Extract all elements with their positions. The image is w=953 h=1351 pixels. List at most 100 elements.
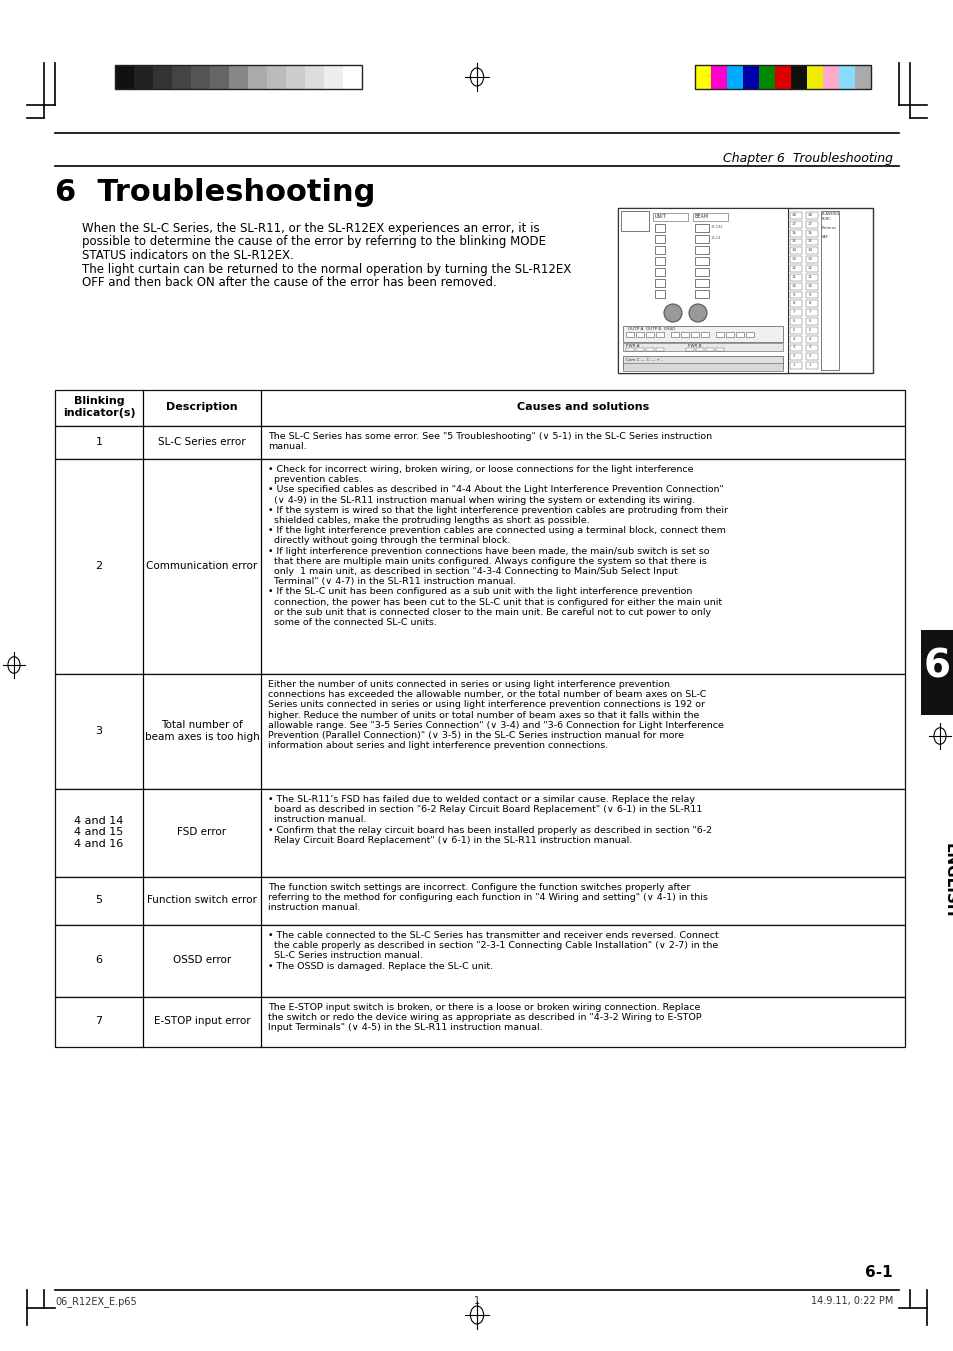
Bar xyxy=(789,327,801,334)
Bar xyxy=(656,349,663,351)
Text: 13: 13 xyxy=(791,257,796,261)
Text: 5: 5 xyxy=(792,328,795,332)
Text: 1: 1 xyxy=(808,363,810,367)
Text: PWR A: PWR A xyxy=(625,345,639,349)
Bar xyxy=(805,274,817,281)
Text: 10: 10 xyxy=(806,284,812,288)
Text: Blinking
indicator(s): Blinking indicator(s) xyxy=(63,396,135,417)
Bar xyxy=(248,65,267,89)
Text: 16: 16 xyxy=(791,231,796,235)
Text: Either the number of units connected in series or using light interference preve: Either the number of units connected in … xyxy=(268,680,669,689)
Text: directly without going through the terminal block.: directly without going through the termi… xyxy=(268,536,510,546)
Text: (∨ 4-9) in the SL-R11 instruction manual when wiring the system or extending its: (∨ 4-9) in the SL-R11 instruction manual… xyxy=(268,496,695,505)
Text: possible to determine the cause of the error by referring to the blinking MODE: possible to determine the cause of the e… xyxy=(82,235,545,249)
Text: 3: 3 xyxy=(792,346,795,350)
Bar xyxy=(55,925,904,997)
Text: 5: 5 xyxy=(95,896,102,905)
Text: 1: 1 xyxy=(474,1296,479,1306)
Text: allowable range. See "3-5 Series Connection" (∨ 3-4) and "3-6 Connection for Lig: allowable range. See "3-5 Series Connect… xyxy=(268,721,723,730)
Text: higher. Reduce the number of units or total number of beam axes so that it falls: higher. Reduce the number of units or to… xyxy=(268,711,699,720)
Text: 14.9.11, 0:22 PM: 14.9.11, 0:22 PM xyxy=(810,1296,892,1306)
Circle shape xyxy=(688,304,706,322)
Text: 6: 6 xyxy=(923,648,950,686)
Bar xyxy=(210,65,229,89)
Text: the switch or redo the device wiring as appropriate as described in "4-3-2 Wirin: the switch or redo the device wiring as … xyxy=(268,1013,700,1023)
Text: 12: 12 xyxy=(791,266,796,270)
Bar xyxy=(789,317,801,324)
Text: referring to the method for configuring each function in "4 Wiring and setting" : referring to the method for configuring … xyxy=(268,893,707,902)
Bar xyxy=(655,267,664,276)
Text: Total number of: Total number of xyxy=(161,720,243,730)
Bar xyxy=(55,426,904,459)
Bar xyxy=(618,208,787,373)
Bar xyxy=(622,343,782,351)
Bar xyxy=(789,300,801,307)
Text: OSSD error: OSSD error xyxy=(172,955,231,965)
Bar xyxy=(789,274,801,281)
Bar xyxy=(805,309,817,316)
Bar xyxy=(55,674,904,789)
Bar xyxy=(55,877,904,925)
Text: 3: 3 xyxy=(808,346,810,350)
Bar xyxy=(805,257,817,263)
Text: • If the system is wired so that the light interference prevention cables are pr: • If the system is wired so that the lig… xyxy=(268,505,727,515)
Text: 2: 2 xyxy=(792,354,795,358)
Bar xyxy=(805,335,817,343)
Bar xyxy=(789,257,801,263)
Bar xyxy=(625,349,634,351)
Text: Function switch error: Function switch error xyxy=(147,896,256,905)
Bar xyxy=(805,354,817,361)
Text: connection, the power has been cut to the SL-C unit that is configured for eithe: connection, the power has been cut to th… xyxy=(268,597,721,607)
Text: 15: 15 xyxy=(807,239,812,243)
Bar xyxy=(805,282,817,289)
Text: FSD error: FSD error xyxy=(177,827,226,838)
Text: 9: 9 xyxy=(792,293,795,296)
Text: The SL-C Series has some error. See "5 Troubleshooting" (∨ 5-1) in the SL-C Seri: The SL-C Series has some error. See "5 T… xyxy=(268,432,711,440)
Bar xyxy=(645,349,654,351)
Text: 13-192: 13-192 xyxy=(710,226,722,230)
Text: or the sub unit that is connected closer to the main unit. Be careful not to cut: or the sub unit that is connected closer… xyxy=(268,608,710,617)
Text: SL-C Series error: SL-C Series error xyxy=(158,436,246,447)
Text: 16: 16 xyxy=(807,231,812,235)
Bar xyxy=(789,362,801,369)
Bar xyxy=(774,65,790,89)
Bar xyxy=(55,459,904,674)
Bar xyxy=(55,997,904,1047)
Bar xyxy=(695,280,708,286)
Circle shape xyxy=(663,304,681,322)
Bar xyxy=(725,332,733,336)
Text: instruction manual.: instruction manual. xyxy=(268,816,366,824)
Text: • Use specified cables as described in "4-4 About the Light Interference Prevent: • Use specified cables as described in "… xyxy=(268,485,723,494)
Text: shielded cables, make the protruding lengths as short as possible.: shielded cables, make the protruding len… xyxy=(268,516,589,526)
Text: The E-STOP input switch is broken, or there is a loose or broken wiring connecti: The E-STOP input switch is broken, or th… xyxy=(268,1002,700,1012)
Bar xyxy=(735,332,743,336)
Bar xyxy=(695,235,708,243)
Text: 4 and 15: 4 and 15 xyxy=(74,827,124,838)
Text: 6  Troubleshooting: 6 Troubleshooting xyxy=(55,178,375,207)
Text: • The SL-R11’s FSD has failed due to welded contact or a similar cause. Replace : • The SL-R11’s FSD has failed due to wel… xyxy=(268,794,695,804)
Bar xyxy=(670,332,679,336)
Bar xyxy=(805,300,817,307)
Bar xyxy=(625,332,634,336)
Text: Causes and solutions: Causes and solutions xyxy=(517,403,648,412)
Text: When the SL-C Series, the SL-R11, or the SL-R12EX experiences an error, it is: When the SL-C Series, the SL-R11, or the… xyxy=(82,222,539,235)
Text: 13-14: 13-14 xyxy=(710,236,720,240)
Text: E-STOP input error: E-STOP input error xyxy=(153,1016,250,1027)
Bar xyxy=(343,65,361,89)
Text: beam axes is too high: beam axes is too high xyxy=(145,731,259,742)
Text: 1: 1 xyxy=(95,436,102,447)
Text: Terminal" (∨ 4-7) in the SL-R11 instruction manual.: Terminal" (∨ 4-7) in the SL-R11 instruct… xyxy=(268,577,516,586)
Bar xyxy=(695,65,870,89)
Bar xyxy=(726,65,742,89)
Text: 1: 1 xyxy=(792,363,795,367)
Text: Com C --- C --- + -: Com C --- C --- + - xyxy=(625,358,662,362)
Bar xyxy=(789,345,801,351)
Text: 7: 7 xyxy=(95,1016,103,1027)
Text: 10: 10 xyxy=(791,284,796,288)
Bar xyxy=(191,65,210,89)
Bar xyxy=(618,208,872,373)
Bar xyxy=(695,65,710,89)
Bar xyxy=(716,349,723,351)
Text: 2: 2 xyxy=(808,354,810,358)
Bar xyxy=(805,212,817,219)
